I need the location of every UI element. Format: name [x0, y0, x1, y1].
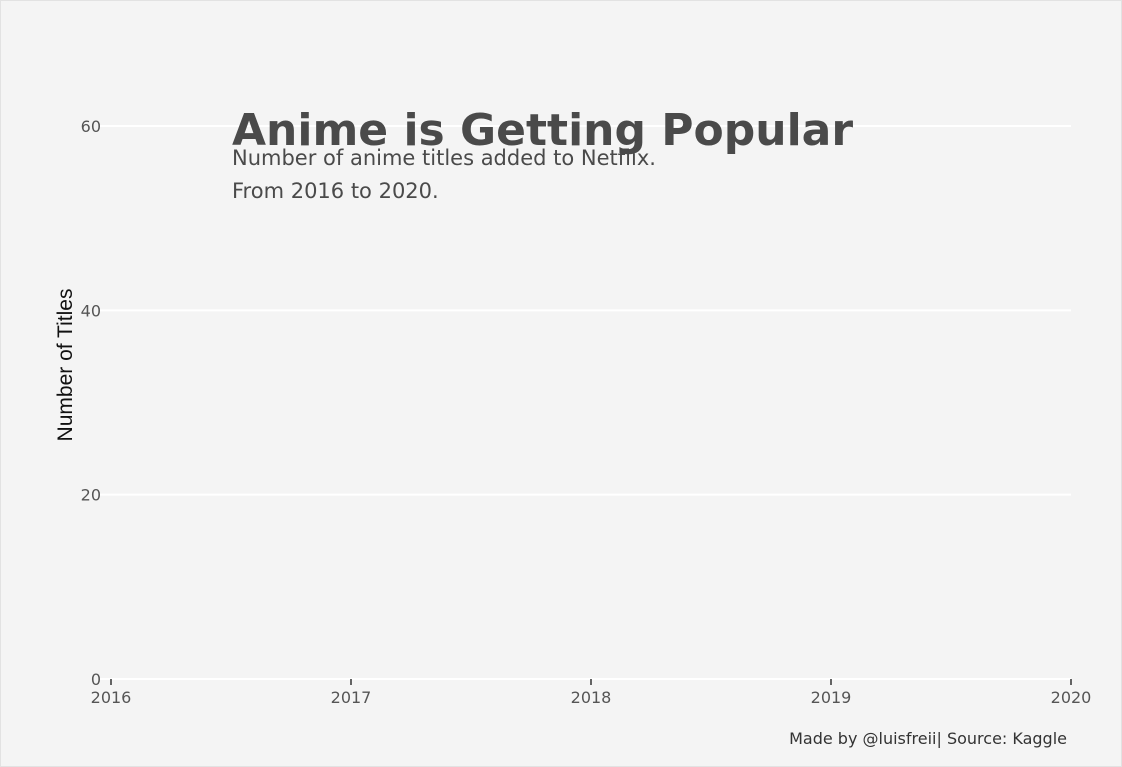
x-tick-label-1: 2017	[331, 688, 372, 707]
x-tick-label-3: 2019	[811, 688, 852, 707]
chart-subtitle-line-2: From 2016 to 2020.	[232, 179, 439, 203]
chart-title: Anime is Getting Popular	[232, 105, 853, 156]
y-tick-label-0: 0	[91, 670, 101, 689]
chart-caption: Made by @luisfreii| Source: Kaggle	[789, 729, 1067, 748]
x-tick-label-0: 2016	[91, 688, 132, 707]
y-axis-title: Number of Titles	[54, 289, 77, 442]
gridlines	[99, 125, 1071, 680]
x-tick-label-4: 2020	[1051, 688, 1092, 707]
x-tick-label-2: 2018	[571, 688, 612, 707]
axes: 0 20 40 60 2016 2017 2018 2019 2020	[81, 117, 1092, 707]
y-tick-label-1: 20	[81, 486, 101, 505]
y-tick-label-3: 60	[81, 117, 101, 136]
y-tick-label-2: 40	[81, 301, 101, 320]
chart-subtitle-line-1: Number of anime titles added to Netflix.	[232, 146, 656, 170]
